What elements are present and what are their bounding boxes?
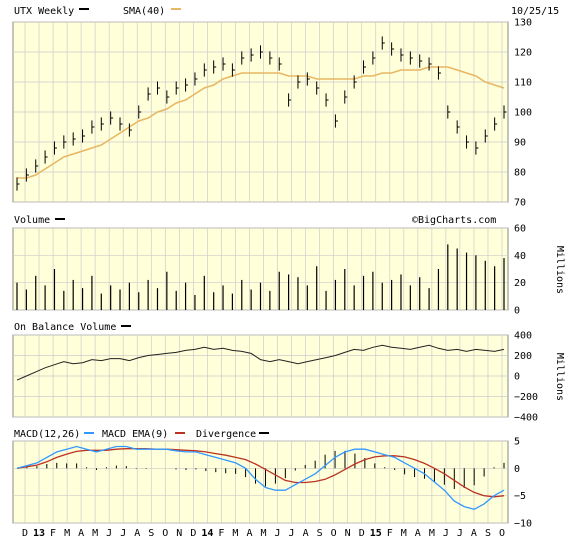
y-tick-label: −10 (514, 519, 532, 530)
x-tick-label: A (415, 528, 421, 539)
x-tick-label: S (485, 528, 491, 539)
x-tick-label: N (345, 528, 351, 539)
x-tick-label: 14 (201, 528, 213, 539)
macd-label: MACD(12,26) (14, 429, 80, 440)
y-tick-label: −200 (514, 392, 538, 403)
x-tick-label: J (120, 528, 126, 539)
price-bars (16, 36, 507, 191)
y-tick-label: 80 (514, 168, 526, 179)
y-tick-label: 20 (514, 278, 526, 289)
x-tick-label: 13 (33, 528, 45, 539)
macd-panel-bg (12, 440, 509, 524)
x-tick-label: F (218, 528, 224, 539)
obv-y-ticks: −400 −200 0 200 400 (514, 331, 538, 424)
x-axis: D 13 F M A M J J A S O N D 14 F M A M J J A S O N D 15 F M A M J J A S O (22, 528, 505, 539)
x-tick-label: M (260, 528, 266, 539)
x-tick-label: D (359, 528, 365, 539)
macd-line (16, 445, 505, 510)
price-y-ticks: 70 80 90 100 110 120 130 (514, 18, 532, 209)
divergence-label: Divergence (196, 429, 256, 440)
volume-label: Volume (14, 215, 50, 226)
x-tick-label: O (499, 528, 505, 539)
x-tick-label: J (443, 528, 449, 539)
obv-grid (13, 334, 508, 418)
x-tick-label: D (22, 528, 28, 539)
x-tick-label: D (190, 528, 196, 539)
x-tick-label: J (289, 528, 295, 539)
obv-legend-swatch (121, 325, 131, 327)
x-tick-label: F (387, 528, 393, 539)
volume-y-ticks: 0 20 40 60 (514, 224, 526, 317)
symbol-label: UTX Weekly (14, 6, 74, 17)
y-tick-label: 120 (514, 48, 532, 59)
y-tick-label: 40 (514, 251, 526, 262)
x-tick-label: M (232, 528, 238, 539)
y-tick-label: −5 (514, 491, 526, 502)
y-tick-label: −400 (514, 413, 538, 424)
macd-y-ticks: −10 −5 0 5 (514, 437, 532, 530)
volume-panel: 0 20 40 60 Volume ©BigCharts.com Millions (12, 215, 565, 317)
obv-line (16, 344, 505, 381)
x-tick-label: S (148, 528, 154, 539)
sma-legend-swatch (171, 8, 181, 10)
x-tick-label: J (106, 528, 112, 539)
header-date: 10/25/15 (511, 6, 559, 17)
volume-legend-swatch (55, 218, 65, 220)
y-tick-label: 70 (514, 198, 526, 209)
price-panel: 70 80 90 100 110 120 130 UTX Weekly SMA(40) 10… (12, 6, 559, 209)
price-legend-swatch (79, 8, 89, 10)
volume-bars (16, 244, 505, 310)
sma-label: SMA(40) (123, 6, 165, 17)
price-grid (13, 21, 508, 203)
ema-legend-swatch (175, 432, 185, 434)
x-tick-label: S (317, 528, 323, 539)
macd-panel: −10 −5 0 5 MACD(12,26) MACD EMA(9) Divergen… (12, 429, 532, 530)
x-tick-label: M (429, 528, 435, 539)
sma-line (17, 66, 505, 179)
y-tick-label: 110 (514, 78, 532, 89)
y-tick-label: 5 (514, 437, 520, 448)
volume-units-label: Millions (554, 246, 565, 294)
macd-ema-line (16, 448, 505, 498)
x-tick-label: A (471, 528, 477, 539)
x-tick-label: 15 (370, 528, 382, 539)
macd-grid (13, 440, 508, 524)
x-tick-label: M (64, 528, 70, 539)
x-tick-label: F (50, 528, 56, 539)
obv-units-label: Millions (554, 353, 565, 401)
x-tick-label: A (246, 528, 252, 539)
y-tick-label: 400 (514, 331, 532, 342)
x-tick-label: A (303, 528, 309, 539)
x-tick-label: N (176, 528, 182, 539)
y-tick-label: 100 (514, 108, 532, 119)
x-tick-label: M (401, 528, 407, 539)
y-tick-label: 200 (514, 351, 532, 362)
y-tick-label: 0 (514, 306, 520, 317)
x-tick-label: O (162, 528, 168, 539)
y-tick-label: 90 (514, 138, 526, 149)
y-tick-label: 130 (514, 18, 532, 29)
x-tick-label: A (78, 528, 84, 539)
divergence-legend-swatch (259, 432, 269, 434)
y-tick-label: 0 (514, 372, 520, 383)
y-tick-label: 0 (514, 464, 520, 475)
obv-panel: −400 −200 0 200 400 On Balance Volume Millio… (12, 322, 565, 424)
macd-ema-label: MACD EMA(9) (102, 429, 168, 440)
obv-label: On Balance Volume (14, 322, 116, 333)
macd-legend-swatch (84, 432, 94, 434)
x-tick-label: M (92, 528, 98, 539)
x-tick-label: O (331, 528, 337, 539)
x-tick-label: J (275, 528, 281, 539)
x-tick-label: J (457, 528, 463, 539)
divergence-histogram (26, 450, 505, 490)
y-tick-label: 60 (514, 224, 526, 235)
x-tick-label: A (134, 528, 140, 539)
bigcharts-watermark: ©BigCharts.com (412, 215, 496, 226)
